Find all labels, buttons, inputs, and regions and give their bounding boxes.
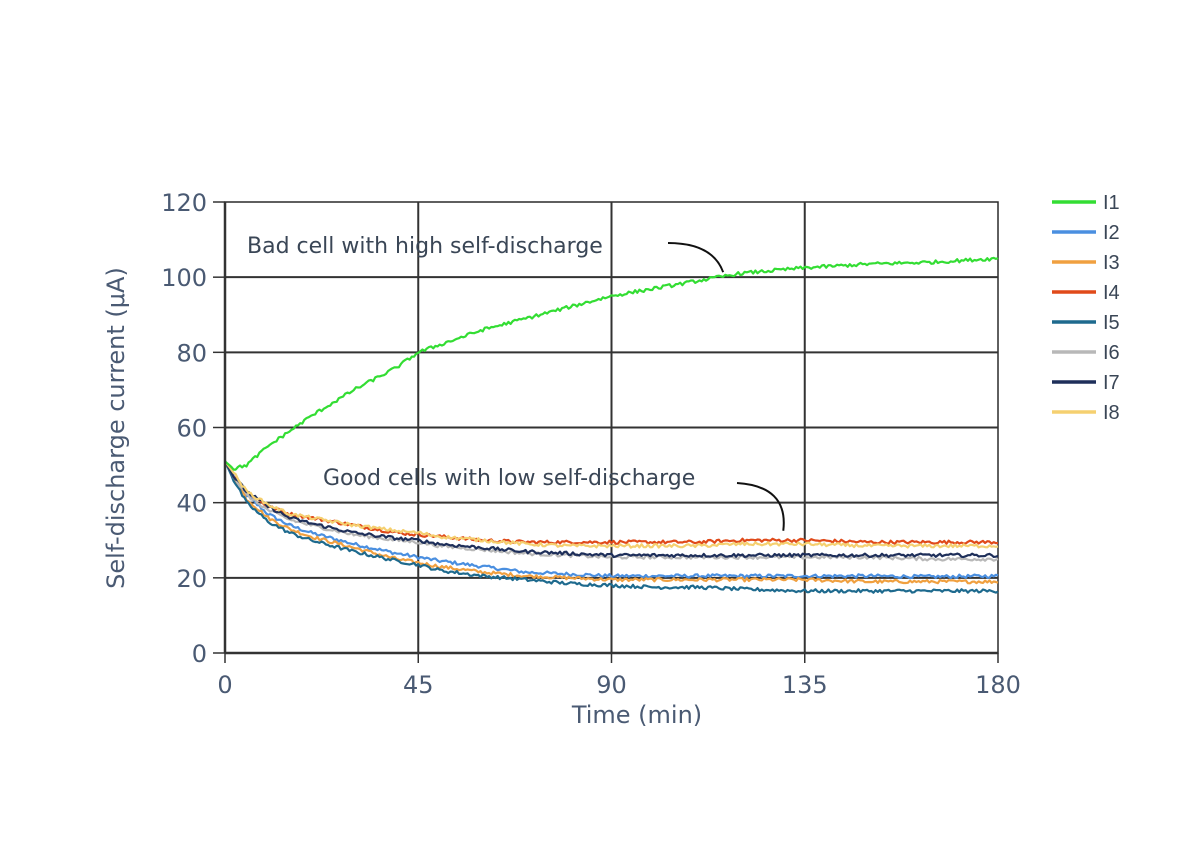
annotation-good-cells-leader: [736, 482, 785, 531]
series-group: [223, 256, 999, 594]
series-line-i7: [224, 460, 999, 559]
legend-label-i2: I2: [1103, 222, 1120, 244]
series-line-i3: [224, 460, 999, 585]
annotation-bad-cell: Bad cell with high self-discharge: [247, 234, 603, 259]
legend-label-i1: I1: [1103, 192, 1120, 214]
y-tick-label-20: 20: [176, 565, 207, 593]
x-tick-label-45: 45: [403, 671, 434, 699]
x-tick-label-90: 90: [596, 671, 627, 699]
series-line-i8: [224, 460, 999, 549]
legend-label-i5: I5: [1103, 312, 1120, 334]
annotation-bad-cell-leader: [667, 242, 725, 273]
y-tick-label-0: 0: [192, 640, 207, 668]
series-line-i2: [224, 460, 999, 580]
legend-label-i8: I8: [1103, 402, 1120, 424]
legend: I1 I2 I3 I4 I5 I6 I7 I8: [1052, 192, 1120, 424]
legend-label-i4: I4: [1103, 282, 1120, 304]
x-tick-label-135: 135: [782, 671, 828, 699]
annotation-good-cells: Good cells with low self-discharge: [323, 466, 695, 491]
y-tick-label-40: 40: [176, 490, 207, 518]
x-axis-label: Time (min): [571, 701, 702, 729]
legend-label-i6: I6: [1103, 342, 1120, 364]
tick-labels: 0 20 40 60 80 100 120 0 45 90 135 180: [161, 189, 1021, 699]
y-axis-label: Self-discharge current (μA): [102, 267, 130, 589]
annotations: Bad cell with high self-discharge Good ce…: [247, 234, 785, 531]
series-line-i5: [223, 460, 999, 594]
y-tick-label-80: 80: [176, 339, 207, 367]
x-tick-label-180: 180: [975, 671, 1021, 699]
legend-label-i7: I7: [1103, 372, 1120, 394]
series-line-i1: [224, 256, 999, 471]
axes: [213, 201, 999, 663]
y-tick-label-120: 120: [161, 189, 207, 217]
y-tick-label-60: 60: [176, 415, 207, 443]
y-tick-label-100: 100: [161, 264, 207, 292]
x-tick-label-0: 0: [217, 671, 232, 699]
legend-label-i3: I3: [1103, 252, 1120, 274]
